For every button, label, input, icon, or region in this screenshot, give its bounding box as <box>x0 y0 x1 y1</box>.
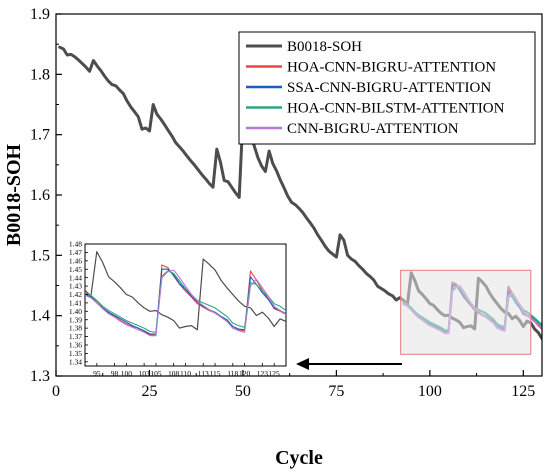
x-axis-title: Cycle <box>275 447 323 469</box>
inset-y-axis-ticks: 1.341.351.361.371.381.391.401.411.421.43… <box>69 240 88 366</box>
inset-x-tick-label: 113 <box>198 369 209 378</box>
legend: B0018-SOH HOA-CNN-BIGRU-ATTENTION SSA-CNN-… <box>238 31 536 145</box>
inset-x-tick-label: 123 <box>257 369 269 378</box>
y-axis-title: B0018-SOH <box>3 143 25 246</box>
inset-y-tick-label: 1.47 <box>69 248 82 257</box>
y-tick-label: 1.5 <box>30 247 50 264</box>
x-tick-label: 0 <box>52 383 60 400</box>
inset-y-tick-label: 1.48 <box>69 240 82 249</box>
legend-label: HOA-CNN-BIGRU-ATTENTION <box>287 60 496 76</box>
inset-y-tick-label: 1.45 <box>69 265 82 274</box>
x-tick-label: 100 <box>418 383 442 400</box>
inset-y-tick-label: 1.38 <box>69 324 82 333</box>
inset-series-line-ssa-cnn-bigru-attention <box>85 268 286 335</box>
inset-zoom-plot: 1.341.351.361.371.381.391.401.411.421.43… <box>69 240 287 378</box>
inset-x-tick-label: 103 <box>138 369 150 378</box>
inset-series-group <box>85 251 286 337</box>
y-tick-label: 1.4 <box>30 308 50 325</box>
inset-x-tick-label: 118 <box>227 369 238 378</box>
legend-label: HOA-CNN-BILSTM-ATTENTION <box>287 101 505 117</box>
x-axis-ticks: 0 25 50 75 100 125 <box>52 370 535 400</box>
inset-x-tick-label: 125 <box>269 369 281 378</box>
inset-x-axis-ticks: 95 98 100 103 105 108 110 113 115 118 120 123 125 <box>93 363 280 378</box>
x-tick-label: 50 <box>235 383 251 400</box>
main-plot-area: 1.3 1.4 1.5 1.6 1.7 1.8 1.9 0 25 50 75 100 125 Cycl… <box>3 6 543 469</box>
inset-series-line-b0018-soh <box>85 251 286 331</box>
x-tick-label: 75 <box>328 383 344 400</box>
zoom-arrow <box>296 358 402 370</box>
inset-x-tick-label: 120 <box>239 369 251 378</box>
inset-x-tick-label: 108 <box>168 369 180 378</box>
inset-x-tick-label: 95 <box>93 369 101 378</box>
y-tick-label: 1.6 <box>30 187 50 204</box>
legend-items: B0018-SOH HOA-CNN-BIGRU-ATTENTION SSA-CNN-… <box>246 39 505 137</box>
zoom-arrow-head <box>296 358 309 370</box>
inset-y-tick-label: 1.36 <box>69 341 82 350</box>
inset-y-tick-label: 1.41 <box>69 298 82 307</box>
legend-label: B0018-SOH <box>287 39 362 55</box>
y-tick-label: 1.7 <box>30 127 50 144</box>
inset-y-tick-label: 1.37 <box>69 332 82 341</box>
inset-series-line-hoa-cnn-bigru-attention <box>85 264 286 336</box>
legend-box <box>238 31 536 145</box>
x-tick-label: 25 <box>141 383 157 400</box>
x-tick-label: 125 <box>511 383 535 400</box>
inset-y-tick-label: 1.44 <box>69 273 82 282</box>
inset-y-tick-label: 1.35 <box>69 349 82 358</box>
y-axis-ticks: 1.3 1.4 1.5 1.6 1.7 1.8 1.9 <box>30 6 62 385</box>
highlight-region-box <box>400 269 532 355</box>
y-tick-label: 1.3 <box>30 368 50 385</box>
inset-y-tick-label: 1.46 <box>69 256 82 265</box>
inset-y-tick-label: 1.39 <box>69 315 82 324</box>
legend-label: SSA-CNN-BIGRU-ATTENTION <box>287 80 491 96</box>
y-tick-label: 1.9 <box>30 6 50 23</box>
inset-y-tick-label: 1.42 <box>69 290 82 299</box>
inset-y-tick-label: 1.34 <box>69 357 82 366</box>
inset-x-tick-label: 100 <box>121 369 133 378</box>
inset-x-tick-label: 105 <box>150 369 162 378</box>
inset-x-tick-label: 98 <box>111 369 119 378</box>
inset-series-line-cnn-bigru-attention <box>85 269 286 337</box>
inset-background <box>84 243 287 367</box>
y-tick-label: 1.8 <box>30 66 50 83</box>
inset-y-tick-label: 1.43 <box>69 282 82 291</box>
inset-x-tick-label: 110 <box>180 369 191 378</box>
legend-label: CNN-BIGRU-ATTENTION <box>287 121 459 137</box>
inset-x-tick-label: 115 <box>210 369 221 378</box>
inset-y-tick-label: 1.40 <box>69 307 82 316</box>
